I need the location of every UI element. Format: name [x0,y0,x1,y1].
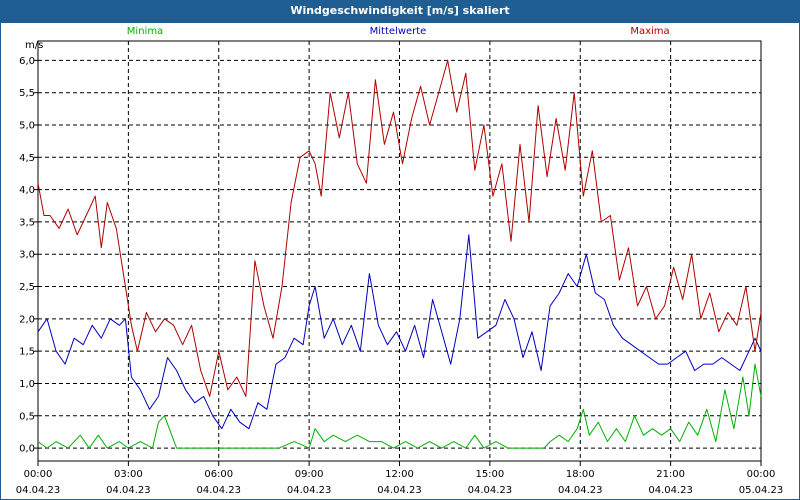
x-tick-date-label: 04.04.23 [648,485,693,496]
legend-entry-maxima: Maxima [630,26,669,37]
x-tick-time-label: 18:00 [566,469,595,480]
chart-title-bar: Windgeschwindigkeit [m/s] skaliert [0,0,800,22]
y-tick-label: 2,0 [19,314,35,325]
x-tick-time-label: 09:00 [295,469,324,480]
y-tick-label: 2,5 [19,282,35,293]
x-tick-time-label: 15:00 [475,469,504,480]
y-tick-label: 5,5 [19,88,35,99]
series-line-minima [37,363,762,449]
x-tick-date-label: 05.04.23 [739,485,784,496]
x-tick-time-label: 03:00 [114,469,143,480]
x-tick-time-label: 00:00 [747,469,776,480]
y-tick-label: 4,0 [19,185,35,196]
y-tick-label: 3,5 [19,217,35,228]
series-line-maxima [37,59,762,397]
y-tick-label: 1,0 [19,379,35,390]
x-tick-date-label: 04.04.23 [16,485,61,496]
y-tick-label: 4,5 [19,153,35,164]
chart-title: Windgeschwindigkeit [m/s] skaliert [290,4,510,17]
y-tick-label: 1,5 [19,347,35,358]
series-line-mittelwerte [37,234,762,430]
x-tick-date-label: 04.04.23 [377,485,422,496]
legend: Minima Mittelwerte Maxima [127,26,670,37]
y-tick-label: 0,0 [19,444,35,455]
y-axis-ticks: 0,0 0,5 1,0 1,5 2,0 2,5 3,0 3,5 4,0 4,5 5,0 5,5 6,0 [19,56,38,455]
x-tick-date-label: 04.04.23 [287,485,332,496]
x-tick-time-label: 00:00 [24,469,53,480]
x-tick-time-label: 12:00 [385,469,414,480]
legend-entry-mittelwerte: Mittelwerte [370,26,427,37]
x-tick-date-label: 04.04.23 [196,485,241,496]
y-tick-label: 5,0 [19,121,35,132]
x-tick-date-label: 04.04.23 [106,485,151,496]
x-tick-date-label: 04.04.23 [468,485,513,496]
y-tick-label: 0,5 [19,411,35,422]
legend-entry-minima: Minima [127,26,163,37]
x-tick-time-label: 06:00 [204,469,233,480]
x-tick-time-label: 21:00 [656,469,685,480]
grid-lines [38,41,761,461]
y-tick-label: 6,0 [19,56,35,67]
y-tick-label: 3,0 [19,250,35,261]
y-axis-label: m/s [25,40,43,51]
series-lines [37,59,762,449]
x-tick-date-label: 04.04.23 [558,485,603,496]
x-axis-ticks: 00:00 04.04.23 03:00 04.04.23 06:00 04.04.23 0… [16,461,784,496]
